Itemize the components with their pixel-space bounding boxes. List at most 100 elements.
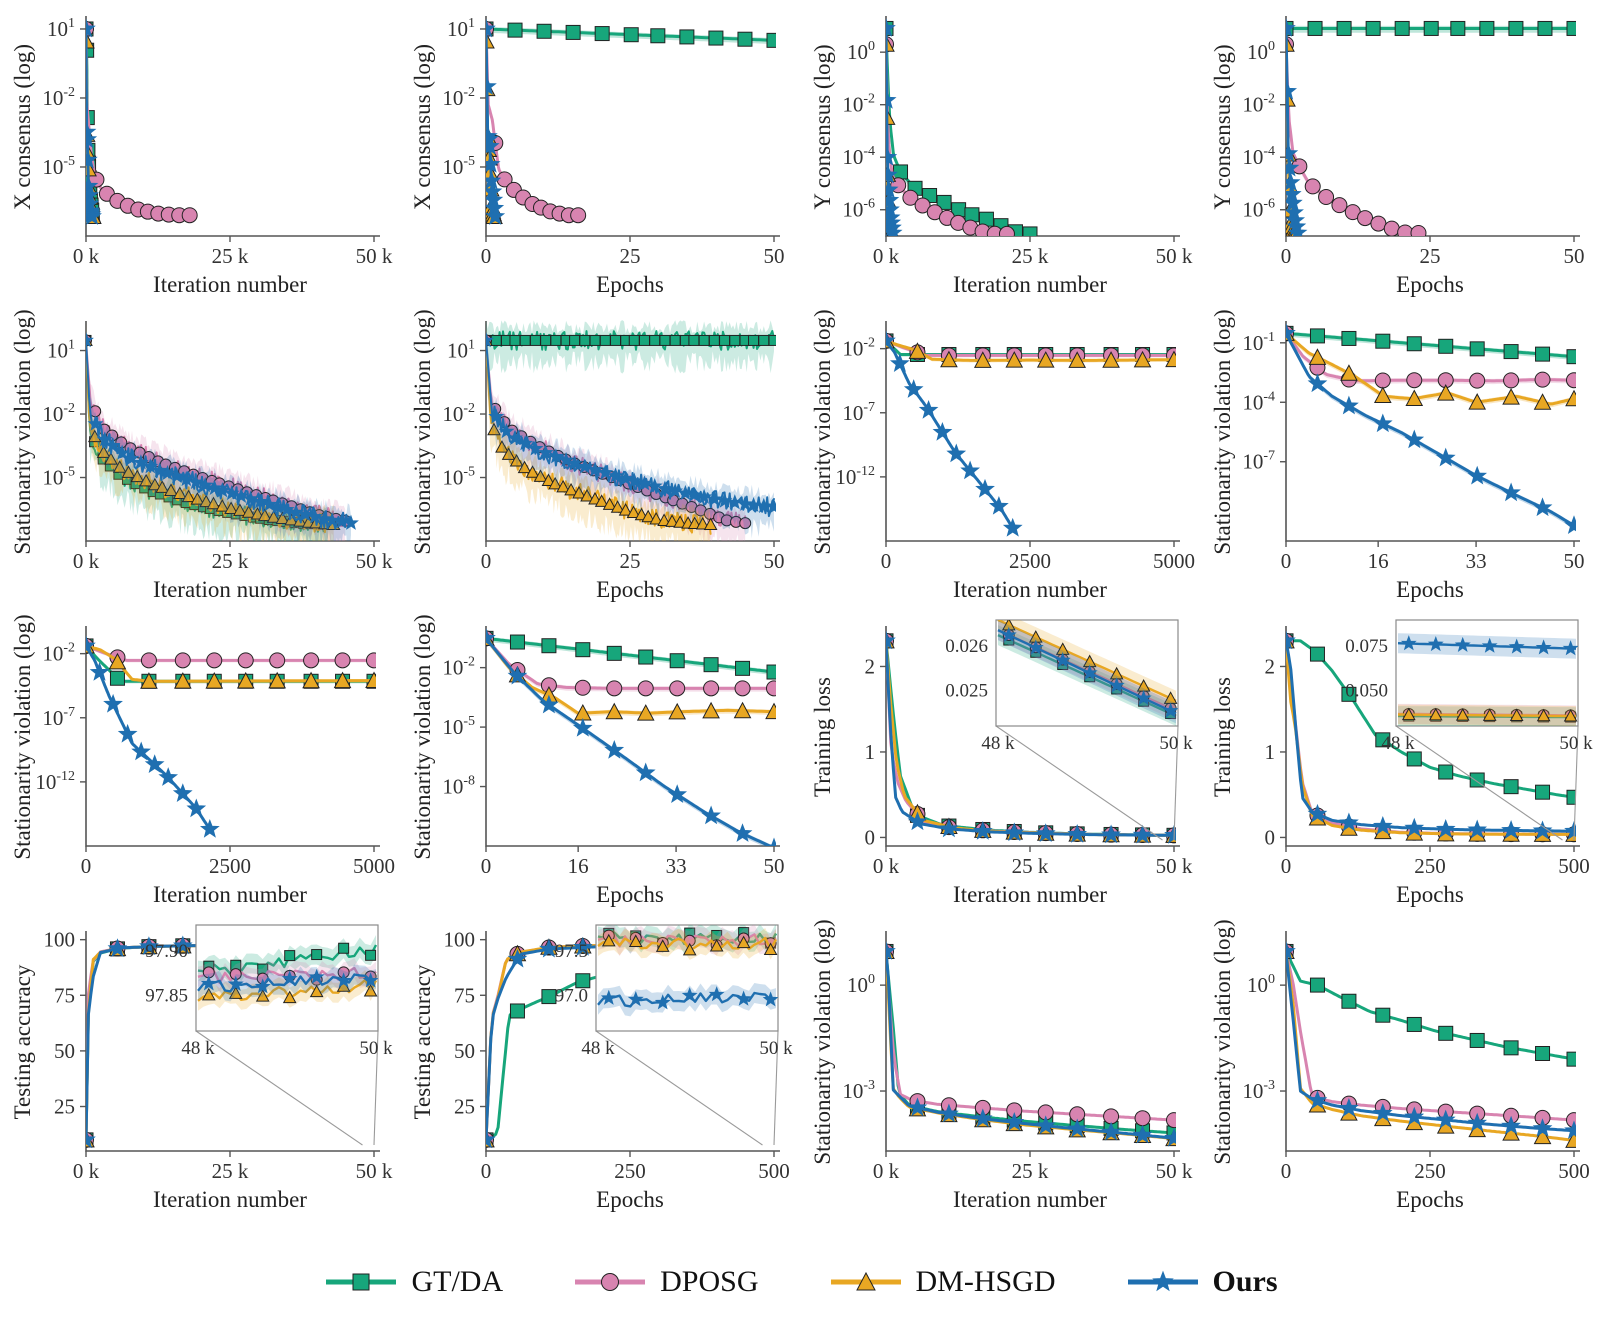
y-tick-label: 10-7 <box>842 400 875 425</box>
plot-panel-p20: 0 2500 5000 10-2 10-7 10-12 Iteration number St… <box>0 610 400 915</box>
series-line-dmhsgd <box>486 636 776 715</box>
x-tick-label: 500 <box>1558 854 1590 878</box>
x-tick-label: 0 k <box>873 244 900 268</box>
y-tick-label: 10-5 <box>42 154 75 179</box>
x-tick-label: 0 <box>481 854 492 878</box>
plot-panel-p31: 0 250 500 25 50 75 100 Epochs Testing accuracy 48… <box>400 915 800 1220</box>
y-axis-title: Stationarity violation (log) <box>1210 309 1235 554</box>
y-tick-label: 75 <box>54 983 75 1007</box>
y-tick-label: 25 <box>54 1095 75 1119</box>
x-tick-label: 0 <box>1281 854 1292 878</box>
y-axis-title: Stationarity violation (log) <box>410 614 435 859</box>
x-tick-label: 25 <box>620 549 641 573</box>
inset-y-tick-label: 0.025 <box>945 680 988 701</box>
series-line-dposg <box>86 644 376 662</box>
y-tick-label: 1 <box>865 740 876 764</box>
y-tick-label: 10-3 <box>842 1078 875 1103</box>
x-tick-label: 0 k <box>873 1159 900 1183</box>
series-line-dposg <box>1286 950 1576 1122</box>
inset-x-tick-label: 50 k <box>1159 733 1193 754</box>
y-tick-label: 101 <box>47 338 75 363</box>
y-axis-title: Stationarity violation (log) <box>410 309 435 554</box>
y-tick-label: 10-2 <box>442 401 475 426</box>
y-tick-label: 10-2 <box>42 85 75 110</box>
series-line-dposg <box>86 27 192 217</box>
y-tick-label: 10-2 <box>442 85 475 110</box>
inset-y-tick-label: 0.026 <box>945 636 988 657</box>
inset-x-tick-label: 50 k <box>359 1038 393 1059</box>
plot-panel-p33: 0 250 500 100 10-3 Epochs Stationarity violati… <box>1200 915 1600 1220</box>
x-tick-label: 5000 <box>353 854 395 878</box>
x-tick-label: 25 k <box>212 1159 249 1183</box>
inset-x-tick-label: 50 k <box>1559 733 1593 754</box>
y-tick-label: 10-6 <box>842 197 875 222</box>
y-tick-label: 10-5 <box>442 714 475 739</box>
x-axis-title: Epochs <box>1396 577 1464 602</box>
x-axis-title: Iteration number <box>153 272 307 297</box>
x-tick-label: 0 <box>881 549 892 573</box>
y-tick-label: 10-2 <box>842 336 875 361</box>
x-tick-label: 50 k <box>1156 244 1193 268</box>
x-tick-label: 2500 <box>209 854 251 878</box>
x-tick-label: 16 <box>568 854 589 878</box>
legend-label: GT/DA <box>411 1265 504 1298</box>
series-line-ours <box>886 639 1176 837</box>
y-tick-label: 10-5 <box>42 465 75 490</box>
x-axis-title: Epochs <box>596 577 664 602</box>
x-axis-title: Iteration number <box>153 577 307 602</box>
y-tick-label: 101 <box>47 16 75 41</box>
x-tick-label: 25 k <box>1012 854 1049 878</box>
legend-item-dmhsgd: DM-HSGD <box>827 1265 1056 1299</box>
series-line-dposg <box>886 339 1176 357</box>
x-axis-title: Epochs <box>596 882 664 907</box>
inset-x-tick-label: 50 k <box>759 1038 793 1059</box>
y-tick-label: 10-12 <box>35 769 75 794</box>
plot-panel-p23: 0 250 500 0 1 2 Epochs Training loss 48 k 50 k 0.0… <box>1200 610 1600 915</box>
x-tick-label: 0 <box>81 854 92 878</box>
plot-panel-p22: 0 k 25 k 50 k 0 1 2 Iteration number Training l… <box>800 610 1200 915</box>
x-tick-label: 50 <box>764 854 785 878</box>
x-tick-label: 0 k <box>73 244 100 268</box>
y-tick-label: 10-5 <box>442 465 475 490</box>
legend-item-ours: Ours <box>1124 1265 1278 1299</box>
legend-label: DM-HSGD <box>915 1265 1056 1298</box>
x-tick-label: 250 <box>1414 854 1446 878</box>
x-tick-label: 0 k <box>73 549 100 573</box>
legend-item-gtda: GT/DA <box>322 1265 503 1299</box>
y-tick-label: 100 <box>44 928 76 952</box>
x-tick-label: 50 <box>1564 244 1585 268</box>
y-axis-title: Testing accuracy <box>410 964 435 1119</box>
y-tick-label: 10-4 <box>1242 389 1275 414</box>
plot-panel-p13: 0 16 33 50 10-1 10-4 10-7 Epochs Stationarity vi… <box>1200 305 1600 610</box>
series-line-dposg <box>486 636 776 690</box>
y-tick-label: 10-3 <box>1242 1078 1275 1103</box>
plot-panel-p00: 0 k 25 k 50 k 101 10-2 10-5 Iteration number X … <box>0 0 400 305</box>
y-tick-label: 10-7 <box>42 705 75 730</box>
series-line-dmhsgd <box>886 339 1176 362</box>
x-tick-label: 25 k <box>212 549 249 573</box>
y-tick-label: 10-2 <box>1242 92 1275 117</box>
plot-panel-p01: 0 25 50 101 10-2 10-5 Epochs X consensus (log) <box>400 0 800 305</box>
y-axis-title: Stationarity violation (log) <box>10 309 35 554</box>
inset-y-tick-label: 0.050 <box>1345 680 1388 701</box>
y-axis-title: Stationarity violation (log) <box>810 309 835 554</box>
x-axis-title: Iteration number <box>153 882 307 907</box>
y-tick-label: 25 <box>454 1095 475 1119</box>
series-line-ours <box>886 950 1176 1140</box>
plot-panel-p02: 0 k 25 k 50 k 100 10-2 10-4 10-6 Iteration numb… <box>800 0 1200 305</box>
inset-y-tick-label: 0.075 <box>1345 636 1388 657</box>
inset-x-tick-label: 48 k <box>581 1038 615 1059</box>
y-tick-label: 50 <box>54 1039 75 1063</box>
figure-legend: GT/DA DPOSG DM-HSGD Ours <box>0 1252 1600 1312</box>
series-line-ours <box>486 636 774 846</box>
y-tick-label: 10-8 <box>442 774 475 799</box>
x-tick-label: 50 k <box>356 244 393 268</box>
y-axis-title: Training loss <box>810 677 835 797</box>
legend-marker-circle-icon <box>575 1273 646 1291</box>
y-tick-label: 10-1 <box>1242 330 1275 355</box>
series-line-gtda <box>1286 639 1576 799</box>
plot-panel-p30: 0 k 25 k 50 k 25 50 75 100 Iteration number Test… <box>0 915 400 1220</box>
series-line-dmhsgd <box>1286 639 1576 836</box>
x-axis-title: Epochs <box>1396 882 1464 907</box>
